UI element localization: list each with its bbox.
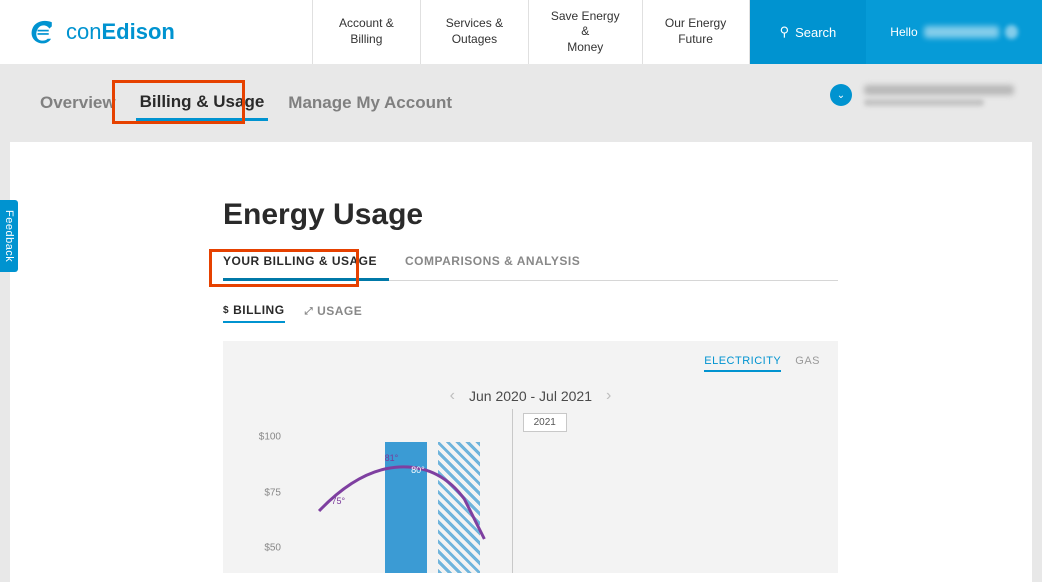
page-title: Energy Usage [223,198,838,232]
next-range-arrow[interactable]: › [606,387,611,405]
account-label-redacted [864,85,1014,106]
temperature-line [289,419,820,573]
top-nav-items: Account & Billing Services & Outages Sav… [312,0,1042,64]
chevron-down-icon: ⌄ [830,84,852,106]
date-range-label: Jun 2020 - Jul 2021 [469,388,592,404]
y-tick: $100 [259,432,281,443]
temp-point-label: 81° [385,453,399,463]
subtab-billing[interactable]: $ BILLING [223,303,285,323]
user-avatar-icon [1005,25,1018,39]
toggle-electricity[interactable]: ELECTRICITY [704,355,781,372]
date-range-nav: ‹ Jun 2020 - Jul 2021 › [241,387,820,405]
tab-your-billing-usage[interactable]: YOUR BILLING & USAGE [223,244,389,281]
tab-comparisons-analysis[interactable]: COMPARISONS & ANALYSIS [405,244,592,280]
brand-logo-text: conEdison [66,19,175,45]
content-card: Energy Usage YOUR BILLING & USAGE COMPAR… [10,142,1032,582]
y-axis: $100 $75 $50 [241,419,281,573]
nav-services-outages[interactable]: Services & Outages [420,0,528,64]
top-navbar: conEdison Account & Billing Services & O… [0,0,1042,64]
subnav-billing-usage[interactable]: Billing & Usage [136,86,269,121]
nav-search[interactable]: ⚲ Search [750,0,867,64]
subnav-manage-account[interactable]: Manage My Account [284,87,456,119]
temp-point-label: 80° [411,465,425,475]
y-tick: $50 [264,543,281,554]
energy-type-toggle: ELECTRICITY GAS [704,355,820,372]
search-icon: ⚲ [780,24,790,40]
nav-our-energy-future[interactable]: Our Energy Future [642,0,750,64]
user-greeting-label: Hello [890,25,917,39]
user-name-redacted [924,26,999,38]
primary-tab-row: YOUR BILLING & USAGE COMPARISONS & ANALY… [223,244,838,281]
usage-icon: ⤢ [305,306,314,317]
toggle-gas[interactable]: GAS [795,355,820,372]
subtab-usage[interactable]: ⤢ USAGE [305,303,363,323]
nav-user-menu[interactable]: Hello [866,0,1042,64]
account-subnav: Overview Billing & Usage Manage My Accou… [0,64,1042,142]
account-selector[interactable]: ⌄ [830,84,1014,106]
y-tick: $75 [264,487,281,498]
feedback-tab[interactable]: Feedback [0,200,18,272]
brand-logo-icon [28,18,56,46]
nav-save-energy[interactable]: Save Energy & Money [528,0,642,64]
plot: 2021 75° 81° 80° [289,419,820,573]
chart-plot-area: $100 $75 $50 2021 75° 81° 80° [241,419,820,573]
subnav-overview[interactable]: Overview [36,87,120,119]
prev-range-arrow[interactable]: ‹ [450,387,455,405]
nav-account-billing[interactable]: Account & Billing [312,0,420,64]
temp-point-label: 75° [331,496,345,506]
secondary-tab-row: $ BILLING ⤢ USAGE [223,303,838,323]
dollar-icon: $ [223,305,229,316]
brand-logo[interactable]: conEdison [0,0,312,64]
billing-chart: ELECTRICITY GAS ‹ Jun 2020 - Jul 2021 › … [223,341,838,573]
